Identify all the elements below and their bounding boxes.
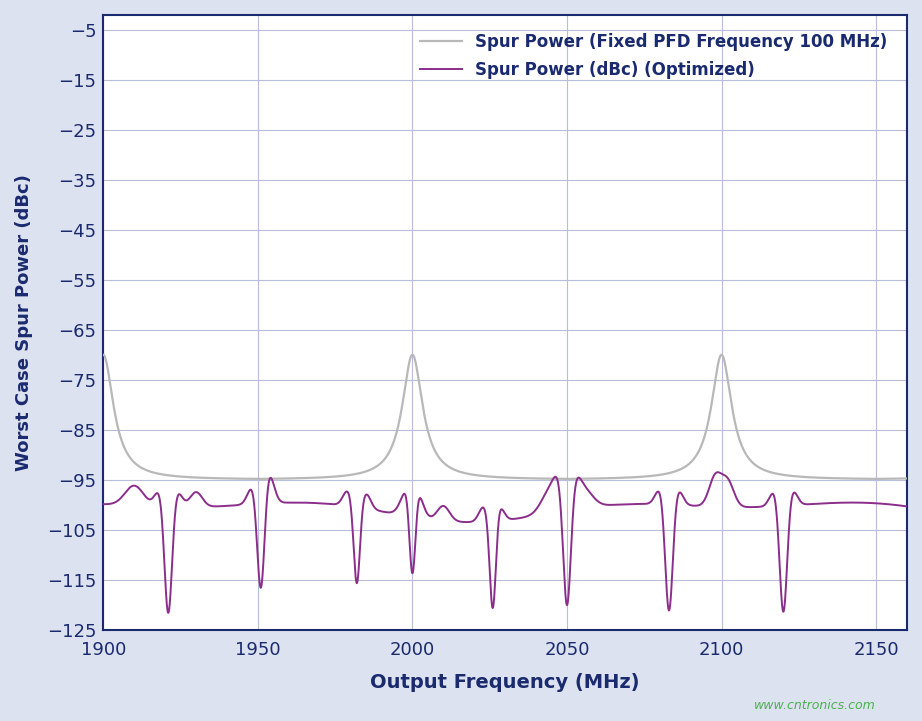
Text: www.cntronics.com: www.cntronics.com (754, 699, 876, 712)
Spur Power (Fixed PFD Frequency 100 MHz) (146, 468, 157, 477)
Spur Power (dBc) (Optimized) (895, 501, 906, 510)
Spur Power (Fixed PFD Frequency 100 MHz) (491, 473, 502, 482)
Spur Power (Fixed PFD Frequency 100 MHz) (131, 460, 142, 469)
Spur Power (dBc) (Optimized) (293, 498, 304, 507)
Spur Power (dBc) (Optimized) (98, 500, 109, 508)
Spur Power (Fixed PFD Frequency 100 MHz) (255, 474, 266, 483)
Spur Power (Fixed PFD Frequency 100 MHz) (98, 350, 109, 359)
Spur Power (Fixed PFD Frequency 100 MHz) (101, 360, 112, 369)
Legend: Spur Power (Fixed PFD Frequency 100 MHz), Spur Power (dBc) (Optimized): Spur Power (Fixed PFD Frequency 100 MHz)… (413, 26, 894, 86)
Spur Power (dBc) (Optimized) (289, 498, 300, 507)
Spur Power (dBc) (Optimized) (285, 498, 296, 507)
X-axis label: Output Frequency (MHz): Output Frequency (MHz) (371, 673, 640, 691)
Spur Power (dBc) (Optimized) (712, 468, 723, 477)
Line: Spur Power (dBc) (Optimized): Spur Power (dBc) (Optimized) (103, 472, 907, 613)
Spur Power (Fixed PFD Frequency 100 MHz) (253, 474, 264, 483)
Spur Power (dBc) (Optimized) (458, 518, 469, 526)
Y-axis label: Worst Case Spur Power (dBc): Worst Case Spur Power (dBc) (15, 174, 33, 471)
Spur Power (dBc) (Optimized) (163, 609, 174, 617)
Line: Spur Power (Fixed PFD Frequency 100 MHz): Spur Power (Fixed PFD Frequency 100 MHz) (103, 355, 907, 479)
Spur Power (dBc) (Optimized) (902, 502, 913, 510)
Spur Power (Fixed PFD Frequency 100 MHz) (859, 474, 870, 483)
Spur Power (Fixed PFD Frequency 100 MHz) (902, 474, 913, 483)
Spur Power (dBc) (Optimized) (401, 495, 412, 504)
